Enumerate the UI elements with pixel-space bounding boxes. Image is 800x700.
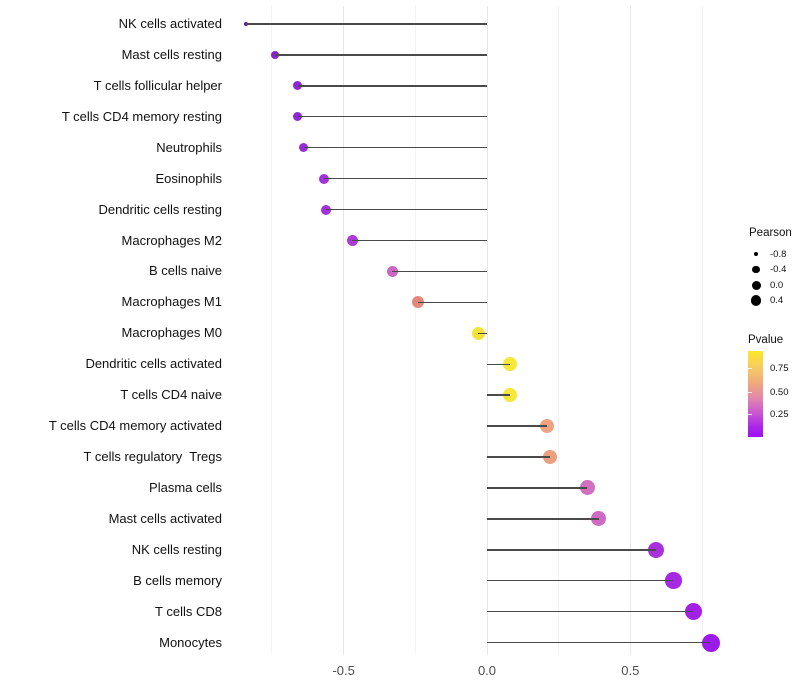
colorbar-tick-label: 0.75 [770, 362, 789, 374]
lollipop-stem [297, 85, 487, 87]
y-axis-label: Macrophages M2 [121, 232, 222, 248]
y-axis-label: T cells CD4 memory activated [48, 418, 222, 434]
y-axis-label: Dendritic cells activated [85, 356, 222, 372]
lollipop-dot [503, 357, 517, 371]
legend-size-dot [751, 280, 761, 290]
y-axis-label: Monocytes [159, 634, 222, 650]
lollipop-dot [648, 541, 665, 558]
y-axis-label: T cells follicular helper [93, 77, 222, 93]
y-axis-label: Dendritic cells resting [98, 201, 222, 217]
y-axis-label: Neutrophils [156, 139, 222, 155]
gridline-minor [558, 6, 560, 655]
y-axis-label: T cells regulatory Tregs [83, 449, 222, 465]
lollipop-dot [701, 633, 720, 652]
legend-size-dot [754, 252, 758, 257]
lollipop-stem [418, 301, 487, 304]
gridline-minor [414, 6, 416, 655]
gridline-major [629, 6, 631, 655]
lollipop-stem [487, 518, 599, 520]
colorbar-tick [748, 414, 752, 415]
colorbar-tick [748, 368, 752, 369]
colorbar-tick-label: 0.50 [770, 386, 789, 398]
lollipop-stem [352, 239, 487, 242]
lollipop-dot [579, 480, 595, 496]
legend-pearson-title: Pearson [749, 227, 792, 239]
y-axis-label: Macrophages M0 [121, 325, 222, 341]
legend-size-dot [752, 265, 760, 274]
lollipop-stem [326, 208, 487, 211]
legend-size-label: 0.4 [770, 295, 784, 306]
lollipop-stem [303, 147, 487, 149]
y-axis-label: Eosinophils [155, 170, 223, 186]
y-axis-label: T cells CD4 memory resting [61, 108, 222, 124]
lollipop-stem [392, 270, 487, 273]
lollipop-stem [478, 332, 487, 334]
lollipop-dot [665, 572, 682, 589]
lollipop-stem [246, 23, 487, 25]
legend-pvalue-title: Pvalue [748, 334, 784, 346]
lollipop-dot [684, 603, 702, 621]
lollipop-dot [540, 419, 555, 434]
y-axis-label: Macrophages M1 [121, 294, 222, 310]
legend-size-label: -0.8 [770, 248, 787, 260]
lollipop-dot [543, 450, 558, 465]
lollipop-dot [503, 388, 517, 402]
lollipop-stem [274, 54, 487, 56]
lollipop-stem [487, 425, 548, 427]
legend-size-label: 0.0 [770, 279, 784, 291]
lollipop-stem [297, 116, 487, 118]
lollipop-stem [487, 363, 510, 365]
lollipop-stem [487, 487, 588, 489]
lollipop-stem [487, 580, 674, 582]
lollipop-stem [487, 610, 694, 613]
y-axis-label: NK cells activated [118, 16, 222, 31]
y-axis-label: T cells CD8 [155, 603, 222, 619]
legend-size-label: -0.4 [770, 264, 787, 276]
lollipop-stem [487, 641, 711, 644]
x-axis-tick-label: -0.5 [332, 663, 355, 678]
y-axis-label: T cells CD4 naive [120, 387, 222, 403]
lollipop-stem [487, 456, 551, 458]
y-axis-label: B cells memory [133, 572, 222, 588]
gridline-major [343, 6, 345, 655]
y-axis-label: Mast cells resting [121, 46, 222, 62]
y-axis-label: Plasma cells [149, 479, 222, 495]
legend-size-dot [750, 295, 762, 306]
y-axis-label: B cells naive [149, 263, 222, 279]
y-axis-label: NK cells resting [131, 541, 222, 557]
x-axis-tick-label: 0.5 [621, 663, 640, 678]
colorbar-tick [748, 392, 752, 393]
lollipop-stem [323, 177, 487, 180]
y-axis-label: Mast cells activated [108, 510, 222, 526]
gridline-minor [701, 6, 703, 655]
gridline-minor [271, 6, 273, 655]
x-axis-tick-label: 0.0 [477, 663, 497, 678]
lollipop-stem [487, 394, 510, 396]
lollipop-stem [487, 549, 657, 551]
gridline-major [486, 6, 488, 655]
lollipop-dot [591, 511, 607, 527]
pvalue-colorbar [748, 351, 763, 437]
colorbar-tick-label: 0.25 [770, 408, 789, 420]
